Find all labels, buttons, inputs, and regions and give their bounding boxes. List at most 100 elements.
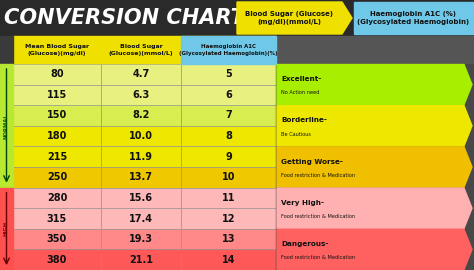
Text: 315: 315: [47, 214, 67, 224]
Bar: [276, 105, 474, 126]
Text: 380: 380: [47, 255, 67, 265]
Text: Dangerous-: Dangerous-: [281, 241, 328, 247]
Text: Blood Sugar
(Glucose)(mmol/L): Blood Sugar (Glucose)(mmol/L): [109, 44, 173, 56]
Bar: [0, 126, 13, 146]
Text: Very High-: Very High-: [281, 200, 324, 206]
Bar: [0, 105, 13, 126]
Bar: [0, 85, 13, 105]
Bar: [276, 64, 474, 85]
Text: 10: 10: [222, 172, 235, 182]
Text: 8.2: 8.2: [132, 110, 150, 120]
Bar: [13, 249, 101, 270]
Bar: [0, 64, 13, 188]
Bar: [0, 188, 13, 208]
Bar: [101, 64, 181, 85]
Bar: [181, 249, 276, 270]
Text: Food restriction & Medication: Food restriction & Medication: [281, 214, 355, 219]
Bar: [181, 126, 276, 146]
Text: 215: 215: [47, 152, 67, 162]
Text: 7: 7: [225, 110, 232, 120]
Bar: [0, 146, 13, 167]
Bar: [0, 0, 474, 36]
Bar: [276, 146, 474, 167]
Text: Food restriction & Medication: Food restriction & Medication: [281, 255, 355, 260]
Text: Mean Blood Sugar
(Glucose)(mg/dl): Mean Blood Sugar (Glucose)(mg/dl): [25, 44, 89, 56]
Bar: [13, 105, 101, 126]
Text: 10.0: 10.0: [129, 131, 153, 141]
Text: 250: 250: [47, 172, 67, 182]
Bar: [0, 64, 13, 85]
Polygon shape: [277, 229, 472, 269]
Text: 115: 115: [47, 90, 67, 100]
Bar: [13, 36, 276, 64]
Bar: [181, 146, 276, 167]
Bar: [13, 188, 101, 208]
Polygon shape: [277, 147, 472, 187]
Text: CONVERSION CHART: CONVERSION CHART: [4, 8, 245, 28]
Bar: [101, 85, 181, 105]
Text: 11.9: 11.9: [129, 152, 153, 162]
Polygon shape: [237, 2, 352, 34]
Bar: [0, 249, 13, 270]
Text: 5: 5: [225, 69, 232, 79]
Bar: [181, 85, 276, 105]
Bar: [276, 85, 474, 105]
Text: 13: 13: [222, 234, 235, 244]
Text: Getting Worse-: Getting Worse-: [281, 159, 343, 165]
Bar: [181, 229, 276, 249]
Text: Borderline-: Borderline-: [281, 117, 327, 123]
Text: 11: 11: [222, 193, 235, 203]
Text: 150: 150: [47, 110, 67, 120]
Polygon shape: [277, 188, 472, 228]
Bar: [101, 208, 181, 229]
Bar: [0, 229, 13, 249]
Bar: [101, 146, 181, 167]
Text: 80: 80: [50, 69, 64, 79]
Text: 13.7: 13.7: [129, 172, 153, 182]
Text: No Action need: No Action need: [281, 90, 319, 95]
Bar: [13, 167, 101, 188]
Text: 350: 350: [47, 234, 67, 244]
Bar: [0, 188, 13, 270]
Text: 6.3: 6.3: [132, 90, 150, 100]
Bar: [0, 36, 13, 64]
Polygon shape: [354, 2, 473, 34]
Bar: [181, 36, 276, 64]
Text: 17.4: 17.4: [129, 214, 153, 224]
Text: Haemoglobin A1C (%)
(Glycosylated Haemoglobin): Haemoglobin A1C (%) (Glycosylated Haemog…: [357, 11, 470, 25]
Text: 4.7: 4.7: [132, 69, 150, 79]
Text: 15.6: 15.6: [129, 193, 153, 203]
Bar: [101, 167, 181, 188]
Text: 280: 280: [47, 193, 67, 203]
Bar: [276, 249, 474, 270]
Bar: [181, 208, 276, 229]
Bar: [13, 85, 101, 105]
Text: HIGH: HIGH: [4, 221, 9, 236]
Text: Blood Sugar (Glucose)
(mg/dl)(mmol/L): Blood Sugar (Glucose) (mg/dl)(mmol/L): [246, 11, 334, 25]
Bar: [101, 105, 181, 126]
Bar: [276, 36, 474, 64]
Text: Excellent-: Excellent-: [281, 76, 321, 82]
Text: 180: 180: [47, 131, 67, 141]
Bar: [13, 208, 101, 229]
Bar: [13, 146, 101, 167]
Bar: [101, 249, 181, 270]
Text: 14: 14: [222, 255, 235, 265]
Polygon shape: [277, 106, 472, 146]
Text: 12: 12: [222, 214, 235, 224]
Bar: [276, 126, 474, 146]
Text: Be Cautious: Be Cautious: [281, 131, 311, 137]
Bar: [101, 126, 181, 146]
Bar: [101, 188, 181, 208]
Bar: [13, 229, 101, 249]
Text: Food restriction & Medication: Food restriction & Medication: [281, 173, 355, 178]
Bar: [13, 126, 101, 146]
Bar: [0, 167, 13, 188]
Text: 9: 9: [225, 152, 232, 162]
Bar: [276, 229, 474, 249]
Text: 8: 8: [225, 131, 232, 141]
Bar: [181, 105, 276, 126]
Bar: [276, 208, 474, 229]
Text: 21.1: 21.1: [129, 255, 153, 265]
Text: Haemoglobin A1C
(Glycosylated Haemoglobin)(%): Haemoglobin A1C (Glycosylated Haemoglobi…: [179, 44, 278, 56]
